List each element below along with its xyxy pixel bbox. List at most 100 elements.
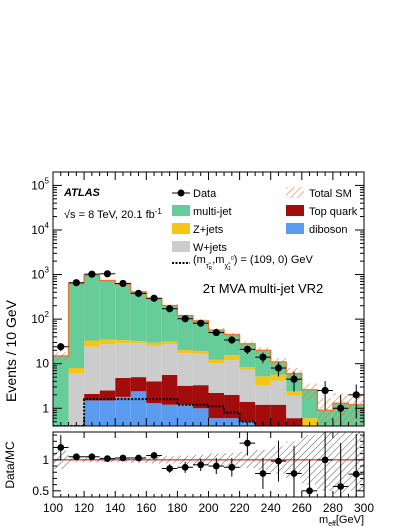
bar-multi-jet-4 — [115, 284, 131, 341]
legend-item-top-quark: Top quark — [286, 205, 358, 218]
ratio-point-5 — [135, 454, 142, 462]
bar-top-quark-2 — [84, 393, 100, 401]
bar-top-quark-13 — [255, 404, 271, 426]
data-point-14 — [274, 364, 283, 372]
data-point-13 — [259, 353, 267, 361]
ratio-point-12 — [243, 439, 251, 447]
legend-item-multijet: multi-jet — [172, 205, 232, 218]
bar-w-jets-10 — [208, 363, 225, 394]
bar-z-jets-13 — [255, 376, 271, 386]
ratio-point-13 — [259, 470, 267, 477]
region-label: 2τ MVA multi-jet VR2 — [203, 281, 324, 296]
bar-top-quark-5 — [130, 377, 147, 392]
svg-text:diboson: diboson — [309, 224, 348, 236]
bar-z-jets-15 — [286, 391, 302, 396]
bar-multi-jet-0 — [53, 355, 69, 426]
bar-w-jets-6 — [146, 345, 162, 382]
bar-w-jets-1 — [68, 373, 85, 426]
bar-diboson-6 — [146, 403, 162, 426]
ratio-y-tick-label-1: 1 — [42, 453, 49, 467]
bar-z-jets-17 — [317, 426, 333, 432]
ratio-axis-ticks: 0.51 — [32, 434, 364, 498]
svg-text:Z+jets: Z+jets — [193, 224, 224, 236]
ratio-point-19 — [352, 470, 360, 478]
bar-diboson-7 — [161, 404, 178, 426]
data-point-6 — [150, 294, 158, 302]
ratio-point-3 — [104, 455, 111, 463]
data-point-8 — [181, 315, 189, 323]
bar-multi-jet-5 — [130, 291, 147, 342]
data-point-12 — [243, 345, 251, 353]
data-point-0 — [57, 343, 65, 351]
bar-top-quark-7 — [161, 374, 178, 405]
bar-top-quark-6 — [146, 381, 162, 404]
x-tick-label-9: 280 — [323, 501, 343, 515]
data-point-11 — [228, 336, 236, 344]
legend-item-zjets: Z+jets — [172, 223, 224, 236]
legend-item-data: Data — [172, 188, 217, 200]
bar-multi-jet-1 — [68, 283, 85, 369]
bar-top-quark-3 — [99, 390, 116, 401]
total-unc-16 — [301, 383, 318, 400]
bar-z-jets-8 — [177, 350, 193, 354]
bar-top-quark-9 — [192, 385, 209, 409]
x-tick-label-5: 200 — [198, 501, 218, 515]
ratio-point-14 — [275, 457, 282, 465]
bar-top-quark-12 — [239, 401, 256, 422]
bar-z-jets-2 — [84, 340, 100, 347]
bar-multi-jet-6 — [146, 298, 162, 343]
ratio-point-16 — [306, 487, 313, 495]
ratio-y-axis-label: Data/MC — [3, 441, 17, 489]
legend-item-signal: (mτ̃R,mχ̃10) = (109, 0) GeV — [172, 254, 314, 272]
main-y-axis-label: Events / 10 GeV — [3, 299, 19, 402]
bar-w-jets-5 — [130, 343, 147, 378]
data-point-2 — [88, 270, 96, 278]
bar-z-jets-5 — [130, 341, 147, 344]
ratio-point-8 — [181, 463, 189, 471]
bar-multi-jet-9 — [192, 320, 209, 351]
ratio-point-9 — [197, 461, 205, 469]
x-tick-label-8: 260 — [292, 501, 312, 515]
x-tick-label-6: 220 — [230, 501, 250, 515]
x-tick-label-7: 240 — [261, 501, 281, 515]
data-point-1 — [72, 279, 80, 287]
bar-diboson-4 — [115, 396, 131, 426]
atlas-label: ATLAS — [63, 187, 101, 199]
legend-item-diboson: diboson — [286, 223, 348, 236]
bar-w-jets-2 — [84, 346, 100, 394]
y-tick-label-0: 1 — [42, 401, 49, 415]
main-axis-ticks: 1 10 102 103 104 105 — [31, 171, 364, 427]
total-sm-line — [53, 274, 364, 411]
svg-text:multi-jet: multi-jet — [193, 206, 232, 218]
x-tick-label-4: 180 — [167, 501, 187, 515]
total-sm-outline — [53, 274, 364, 411]
data-point-15 — [290, 375, 298, 383]
bar-w-jets-8 — [177, 353, 193, 386]
stacked-bars — [53, 275, 364, 432]
y-tick-label-3: 103 — [31, 266, 49, 282]
data-point-4 — [119, 279, 127, 288]
x-tick-label-0: 100 — [43, 501, 63, 515]
bar-z-jets-9 — [192, 350, 209, 355]
data-point-10 — [212, 328, 220, 337]
y-tick-label-2: 102 — [31, 310, 49, 326]
bar-diboson-8 — [177, 404, 193, 426]
total-unc-17 — [317, 397, 333, 426]
bar-z-jets-4 — [115, 340, 131, 344]
x-axis-label: meff[GeV] — [319, 514, 364, 527]
svg-text:W+jets: W+jets — [193, 242, 227, 254]
data-point-19 — [352, 391, 360, 399]
legend-item-wjets: W+jets — [172, 241, 227, 254]
svg-text:(mτ̃R,mχ̃10) = (109, 0) GeV: (mτ̃R,mχ̃10) = (109, 0) GeV — [193, 254, 314, 272]
ratio-point-1 — [72, 453, 80, 461]
legend-item-total-sm: Total SM — [286, 187, 352, 200]
ratio-point-2 — [88, 453, 96, 461]
ratio-point-15 — [290, 470, 298, 477]
bar-multi-jet-8 — [177, 315, 193, 351]
y-tick-label-5: 105 — [31, 176, 49, 192]
bar-multi-jet-7 — [161, 305, 178, 342]
bar-w-jets-3 — [99, 344, 116, 391]
ratio-y-tick-label-0: 0.5 — [32, 484, 49, 498]
bar-w-jets-15 — [286, 395, 302, 419]
bar-diboson-9 — [192, 408, 209, 426]
